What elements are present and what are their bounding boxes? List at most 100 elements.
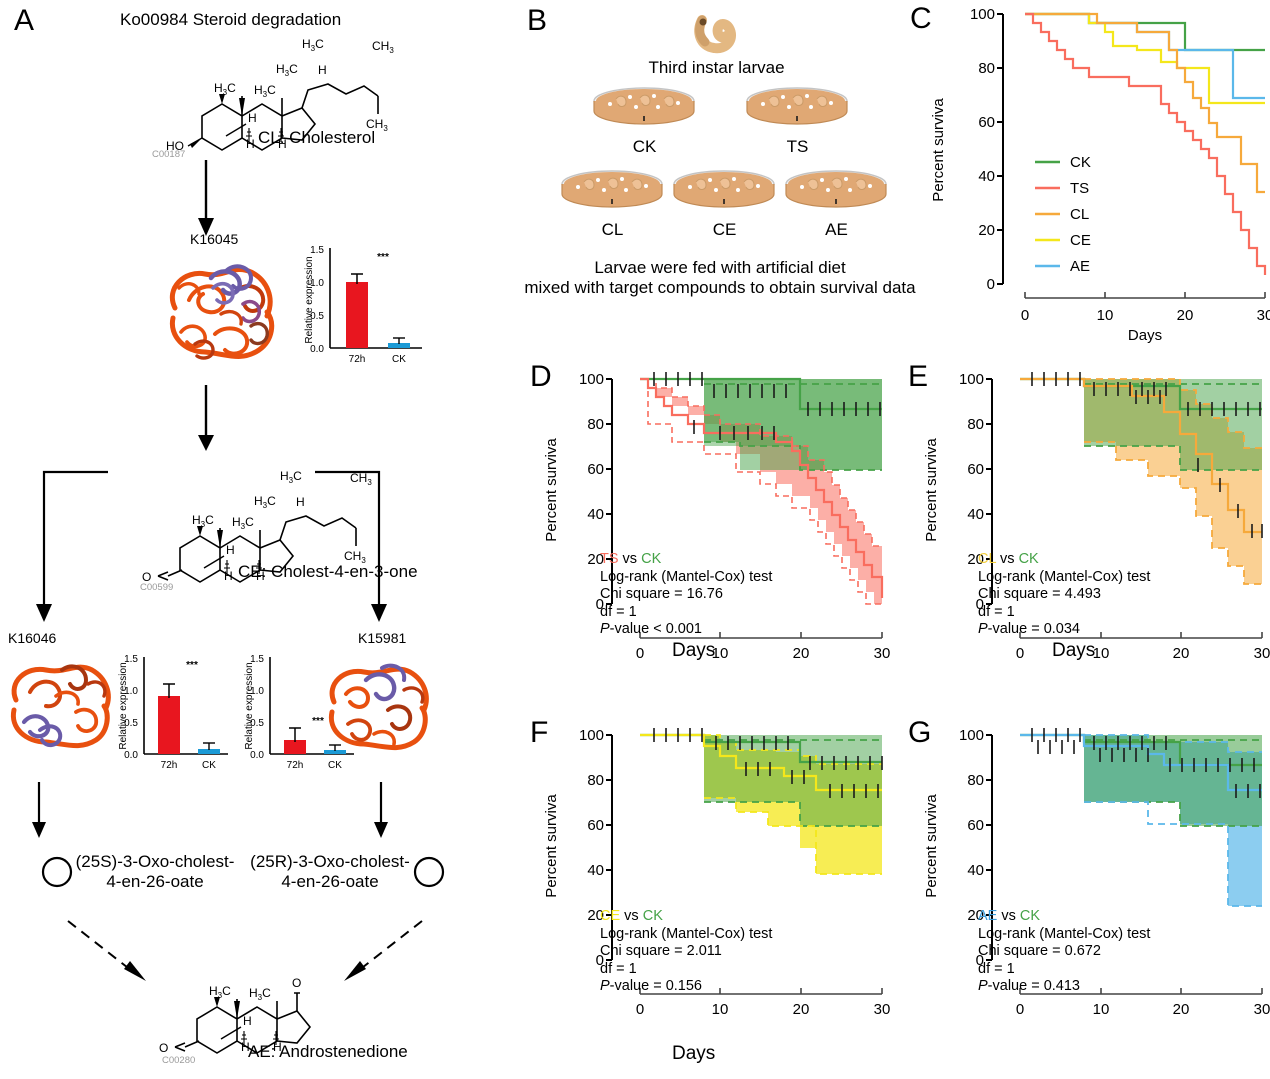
bar-chart-k16046: 1.5 1.0 0.5 0.0 72h CK *** Relative expr… [112, 648, 234, 772]
svg-text:CK: CK [202, 760, 216, 771]
svg-text:20: 20 [587, 907, 604, 924]
svg-text:20: 20 [978, 222, 995, 239]
svg-text:20: 20 [587, 551, 604, 568]
svg-text:72h: 72h [349, 354, 366, 365]
svg-text:CL: CL [1070, 206, 1089, 223]
dashed-arrow-right [330, 915, 430, 985]
svg-text:H3C: H3C [249, 986, 271, 1002]
svg-text:40: 40 [587, 506, 604, 523]
compound-label-androstenedione: AE: Androstenedione [248, 1042, 408, 1061]
svg-text:0: 0 [976, 596, 984, 613]
svg-text:H: H [243, 1014, 252, 1028]
panel-e-survival-chart: 100 80 60 40 20 0 0 10 20 30 Percent surviva [908, 360, 1270, 662]
panel-f-group-b: CK [642, 908, 663, 924]
panel-e-group-a: CL [978, 551, 996, 567]
svg-text:0: 0 [976, 952, 984, 969]
svg-text:0.5: 0.5 [124, 718, 138, 729]
panel-g-group-a: AE [978, 908, 998, 924]
panel-d-stats: TS vs CK Log-rank (Mantel-Cox) test Chi … [600, 551, 773, 637]
svg-text:0.0: 0.0 [310, 344, 324, 355]
branch-arrow-left [8, 468, 118, 624]
panel-g-stats: AE vs CK Log-rank (Mantel-Cox) test Chi … [978, 908, 1151, 994]
svg-text:30: 30 [874, 1001, 891, 1018]
panel-d-pvalue: P-value < 0.001 [600, 621, 702, 637]
svg-text:O: O [292, 976, 301, 990]
svg-text:20: 20 [793, 645, 810, 662]
panel-f-group-a: CE [600, 908, 621, 924]
svg-text:0: 0 [987, 276, 995, 293]
branch-arrow-right [305, 468, 415, 624]
svg-text:Percent surviva: Percent surviva [930, 98, 947, 202]
svg-text:100: 100 [970, 6, 995, 23]
svg-text:1.5: 1.5 [310, 245, 324, 256]
svg-text:CH3: CH3 [344, 549, 366, 565]
svg-text:Percent surviva: Percent surviva [923, 438, 940, 542]
panel-g-chi: Chi square = 0.672 [978, 943, 1101, 959]
panel-a-letter: A [14, 4, 35, 37]
panel-b-letter: B [527, 4, 548, 37]
svg-text:40: 40 [967, 506, 984, 523]
svg-text:Relative expression: Relative expression [244, 662, 255, 749]
larvae-caption: Third instar larvae [648, 58, 785, 77]
svg-text:H: H [278, 137, 287, 151]
svg-text:***: *** [312, 716, 324, 727]
intermediate-circle-right [412, 855, 446, 889]
svg-text:72h: 72h [161, 760, 178, 771]
svg-text:20: 20 [967, 551, 984, 568]
svg-text:80: 80 [587, 416, 604, 433]
panel-f-chi: Chi square = 2.011 [600, 943, 722, 959]
svg-text:60: 60 [587, 817, 604, 834]
svg-text:H: H [224, 569, 233, 583]
svg-text:H: H [256, 569, 265, 583]
svg-text:0: 0 [596, 596, 604, 613]
dish-label-ae: AE [825, 220, 848, 239]
svg-text:40: 40 [978, 168, 995, 185]
svg-text:80: 80 [587, 772, 604, 789]
dish-label-ce: CE [712, 220, 737, 239]
svg-text:H3C: H3C [192, 513, 214, 529]
panel-e-xlabel: Days [1052, 640, 1096, 661]
svg-text:10: 10 [712, 645, 729, 662]
panel-d-xlabel: Days [672, 640, 716, 661]
panel-g-test: Log-rank (Mantel-Cox) test [978, 925, 1151, 942]
svg-text:30: 30 [1254, 1001, 1270, 1018]
svg-text:Percent surviva: Percent surviva [543, 794, 560, 898]
panel-d-survival-chart: 100 80 60 40 20 0 0 10 20 30 Percent surviva [530, 360, 890, 662]
panel-c-letter: C [910, 2, 932, 35]
larva-illustration [690, 10, 740, 54]
panel-f-survival-chart: 100 80 60 40 20 0 0 10 20 30 Percent surviva [530, 716, 891, 1018]
svg-text:H3C: H3C [254, 83, 276, 99]
protein-structure-k16045 [155, 248, 285, 373]
svg-text:72h: 72h [287, 760, 304, 771]
svg-text:Relative expression: Relative expression [304, 256, 315, 343]
svg-text:30: 30 [1254, 645, 1270, 662]
panel-d-chi: Chi square = 16.76 [600, 586, 723, 602]
protein-structure-k15981 [318, 650, 438, 762]
enzyme-label-k16046: K16046 [8, 630, 57, 646]
panel-c-survival-chart: 100 80 60 40 20 0 0 10 20 30 Days Percent surv… [915, 0, 1270, 344]
panel-e-test: Log-rank (Mantel-Cox) test [978, 568, 1151, 585]
svg-text:0: 0 [1016, 645, 1024, 662]
svg-text:1.0: 1.0 [310, 278, 324, 289]
svg-text:1.0: 1.0 [124, 686, 138, 697]
panel-f-test: Log-rank (Mantel-Cox) test [600, 925, 773, 942]
svg-text:H3C: H3C [232, 515, 254, 531]
svg-text:10: 10 [712, 1001, 729, 1018]
svg-text:80: 80 [967, 772, 984, 789]
petri-dish-ce [672, 168, 777, 216]
svg-text:CH3: CH3 [372, 39, 394, 55]
enzyme-label-k16045: K16045 [190, 231, 239, 247]
panel-f-df: df = 1 [600, 960, 637, 977]
panel-f-xlabel: Days [672, 1043, 716, 1064]
bar-chart-k16045: 1.5 1.0 0.5 0.0 72h CK *** Relative expr… [298, 238, 428, 368]
svg-text:20: 20 [1177, 307, 1194, 324]
svg-text:CH3: CH3 [350, 471, 372, 487]
panel-g-pvalue: P-value = 0.413 [978, 978, 1080, 994]
petri-dish-ae [784, 168, 889, 216]
svg-text:0: 0 [1016, 1001, 1024, 1018]
svg-text:H: H [226, 543, 235, 557]
svg-text:CH3: CH3 [366, 117, 388, 133]
svg-text:Days: Days [1128, 327, 1162, 344]
